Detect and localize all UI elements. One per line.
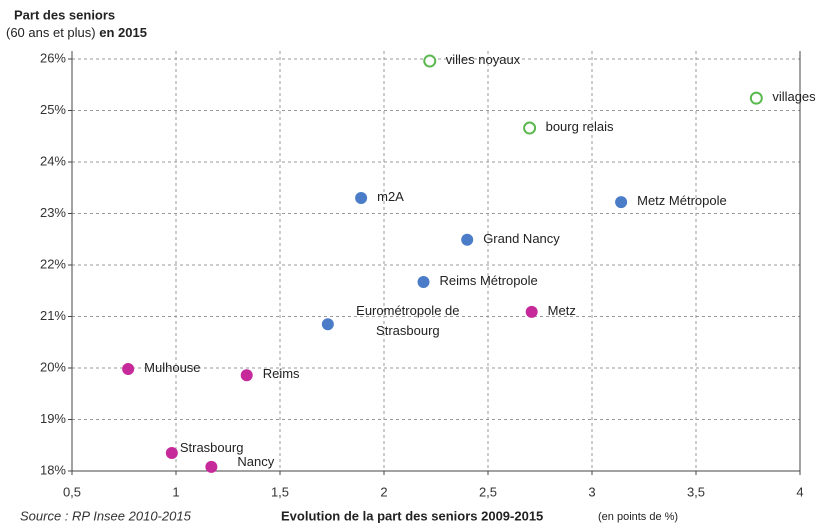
point — [525, 305, 538, 318]
x-axis-unit: (en points de %) — [598, 511, 678, 523]
point-label-line: Mulhouse — [144, 360, 200, 375]
point-label-line: Reims Métropole — [440, 273, 538, 288]
point — [423, 54, 437, 68]
point — [355, 192, 368, 205]
point — [615, 196, 628, 209]
x-tick-label: 1,5 — [271, 484, 289, 499]
point — [749, 91, 763, 105]
point — [122, 363, 135, 376]
point-label: villages — [772, 90, 816, 105]
chart-title: (60 ans et plus) — [6, 25, 96, 40]
chart-title: en 2015 — [99, 25, 147, 40]
point-label: Eurométropole de Strasbourg — [356, 304, 459, 339]
y-tick-label: 18% — [40, 462, 66, 477]
point — [205, 460, 218, 473]
x-tick-label: 3,5 — [687, 484, 705, 499]
point-label-line: Metz Métropole — [637, 194, 727, 209]
chart-title: Part des seniors — [14, 7, 115, 22]
point-label: m2A — [377, 189, 404, 204]
point — [461, 233, 474, 246]
point-label: Metz Métropole — [637, 194, 727, 209]
point-label: Strasbourg — [180, 440, 244, 455]
x-tick-label: 2 — [380, 484, 387, 499]
x-axis-label: Evolution de la part des seniors 2009-20… — [281, 508, 543, 523]
source: Source : RP Insee 2010-2015 — [20, 508, 192, 523]
y-tick-label: 24% — [40, 153, 66, 168]
x-tick-label: 2,5 — [479, 484, 497, 499]
point-label: Nancy — [237, 454, 274, 469]
y-tick-label: 19% — [40, 411, 66, 426]
point-label: bourg relais — [546, 119, 614, 134]
point-label: Reims Métropole — [440, 273, 538, 288]
point-label-line: Reims — [263, 367, 300, 382]
x-tick-label: 1 — [172, 484, 179, 499]
point — [165, 446, 178, 459]
y-tick-label: 26% — [40, 50, 66, 65]
point-label: Grand Nancy — [483, 231, 560, 246]
point-label-line: Metz — [548, 303, 576, 318]
point-label: Mulhouse — [144, 360, 200, 375]
point — [240, 369, 253, 382]
x-tick-label: 4 — [796, 484, 803, 499]
point-label-line: Grand Nancy — [483, 231, 560, 246]
point-label-line: Nancy — [237, 454, 274, 469]
point-label-line: bourg relais — [546, 119, 614, 134]
y-tick-label: 20% — [40, 359, 66, 374]
y-tick-label: 22% — [40, 256, 66, 271]
point-label-line: villages — [772, 90, 816, 105]
point-label: Reims — [263, 367, 300, 382]
point-label-line: Strasbourg — [376, 324, 440, 339]
point-label-line: villes noyaux — [446, 52, 521, 67]
y-tick-label: 21% — [40, 308, 66, 323]
y-tick-label: 23% — [40, 205, 66, 220]
point-label-line: Eurométropole de — [356, 304, 459, 319]
x-tick-label: 3 — [588, 484, 595, 499]
point-label: Metz — [548, 303, 576, 318]
point — [321, 318, 334, 331]
point-label: villes noyaux — [446, 52, 521, 67]
x-tick-label: 0,5 — [63, 484, 81, 499]
point — [417, 275, 430, 288]
point-label-line: m2A — [377, 189, 404, 204]
point-label-line: Strasbourg — [180, 440, 244, 455]
point — [523, 121, 537, 135]
y-tick-label: 25% — [40, 102, 66, 117]
chart-title: (60 ans et plus) en 2015 — [6, 25, 147, 40]
